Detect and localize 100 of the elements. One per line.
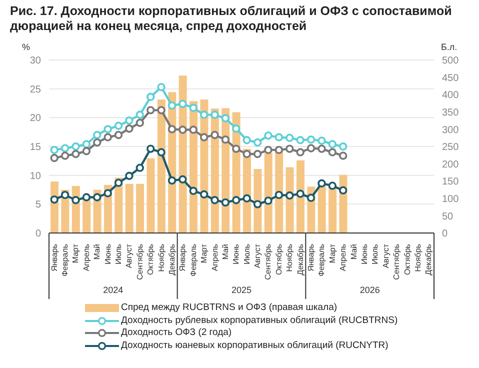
y2-axis-title: Б.л. [441,42,458,52]
y-tick-label: 10 [30,170,42,182]
point [136,164,144,172]
point [200,133,208,142]
point [232,124,240,133]
bar [328,186,337,233]
bar [296,160,304,233]
point [318,144,326,153]
x-tick-label: Март [200,244,209,264]
point [338,152,348,160]
point [168,176,176,185]
bar [264,153,272,233]
point [221,114,230,122]
point [168,101,176,110]
point [60,190,70,200]
y2-tick-label: 450 [442,72,460,84]
point [125,124,134,133]
x-tick-label: Июнь [103,244,112,264]
point [274,146,284,154]
x-tick-label: Октябрь [274,244,284,276]
point [168,125,176,134]
point [114,178,123,187]
x-tick-label: Январь [50,244,59,272]
point [264,131,272,140]
point [189,126,198,134]
point [50,154,58,162]
bar [318,184,326,233]
x-tick-label: Июнь [232,244,241,264]
point [338,142,348,151]
point [82,147,91,156]
point [286,144,294,153]
x-tick-label: Ноябрь [413,244,422,272]
x-tick-label: Октябрь [146,244,156,276]
point [93,130,102,140]
y-tick-label: 15 [30,142,42,154]
point [328,148,337,156]
legend-label: Доходность ОФЗ (2 года) [121,327,232,340]
x-tick-label: Ноябрь [285,244,294,272]
point [146,106,155,114]
point [221,135,230,144]
point [50,195,58,204]
point [60,144,70,152]
point [242,150,251,158]
point [72,196,80,204]
point [104,125,112,134]
point [178,175,187,184]
x-tick-label: Август [381,244,390,268]
point [189,104,198,112]
y2-tick-label: 350 [442,107,460,118]
y-tick-label: 5 [35,200,42,211]
text: 2024 [103,285,124,295]
x-tick-label: Октябрь [402,244,412,276]
point [200,110,208,119]
point [157,83,166,92]
y2-tick-label: 0 [442,228,448,240]
point [104,189,112,198]
point [286,134,294,142]
x-tick-label: Апрель [210,244,220,272]
x-tick-label: Ноябрь [156,244,166,272]
x-tick-label: Апрель [82,244,91,272]
point [178,100,187,108]
x-tick-label: Апрель [338,244,348,272]
point [136,118,144,127]
y2-tick-label: 500 [442,56,460,67]
point [232,144,240,153]
bar [286,167,294,233]
point [210,196,219,204]
point [306,194,316,202]
point [318,136,326,145]
point [157,148,166,156]
point [306,135,316,144]
y2-tick-label: 100 [442,194,460,205]
point [82,193,91,202]
point [286,191,294,200]
x-tick-label: Сентябрь [392,244,402,280]
y-tick-label: 20 [30,113,42,124]
y-axis-title: % [22,42,30,52]
point [210,110,219,119]
bar [125,184,134,233]
point [72,150,80,158]
x-tick-label: Сентябрь [264,244,273,280]
point [253,150,262,158]
point [328,140,337,148]
point [125,172,134,180]
x-tick-label: Июль [242,244,252,264]
bar [146,158,155,233]
x-tick-label: Январь [178,244,188,272]
legend-label: Доходность юаневых корпоративных облигаций (RUCNYTR) [121,340,388,352]
point [93,193,102,202]
y2-tick-label: 300 [442,124,460,136]
x-tick-label: Февраль [60,244,70,277]
x-tick-label: Май [220,244,230,260]
text: 2025 [231,285,252,295]
y2-tick-label: 250 [442,142,460,154]
x-tick-label: Март [328,244,337,264]
x-tick-label: Февраль [317,244,326,277]
y2-tick-label: 150 [442,176,460,188]
x-tick-label: Август [253,244,262,268]
chart-title: Рис. 17. Доходности корпоративных облигаций и ОФЗ с сопоставимой дюрацией на конец месяца, спред доходностей [10,4,453,34]
y2-tick-label: 50 [442,211,454,222]
